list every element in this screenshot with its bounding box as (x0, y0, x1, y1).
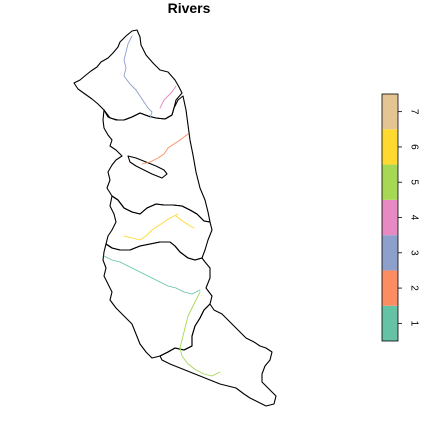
legend-swatch-3 (382, 235, 398, 271)
legend-tick-label-5: 5 (409, 179, 420, 185)
legend: 1 2 3 4 5 6 7 (381, 93, 420, 342)
basin-outlines (73, 29, 277, 407)
river-class-3 (123, 35, 153, 119)
river-class-5 (179, 291, 221, 377)
river-class-4 (159, 85, 177, 109)
legend-swatch-2 (382, 270, 398, 306)
map-title: Rivers (168, 0, 211, 16)
legend-swatch-1 (382, 305, 398, 341)
rivers (103, 35, 221, 377)
basin-south (159, 303, 277, 407)
legend-swatches (382, 94, 398, 341)
legend-swatch-4 (382, 199, 398, 236)
legend-tick-label-7: 7 (409, 109, 420, 115)
sub-basin-boundary (127, 155, 168, 179)
legend-ticks: 1 2 3 4 5 6 7 (398, 109, 420, 327)
river-class-1 (103, 255, 201, 295)
legend-tick-label-1: 1 (409, 321, 420, 327)
legend-tick-label-6: 6 (409, 144, 420, 150)
river-class-6 (123, 213, 195, 241)
legend-swatch-7 (382, 94, 398, 130)
river-class-2 (141, 133, 189, 165)
legend-tick-label-3: 3 (409, 250, 420, 256)
legend-tick-label-2: 2 (409, 285, 420, 291)
legend-swatch-6 (382, 129, 398, 165)
legend-tick-label-4: 4 (409, 215, 420, 221)
legend-swatch-5 (382, 164, 398, 200)
